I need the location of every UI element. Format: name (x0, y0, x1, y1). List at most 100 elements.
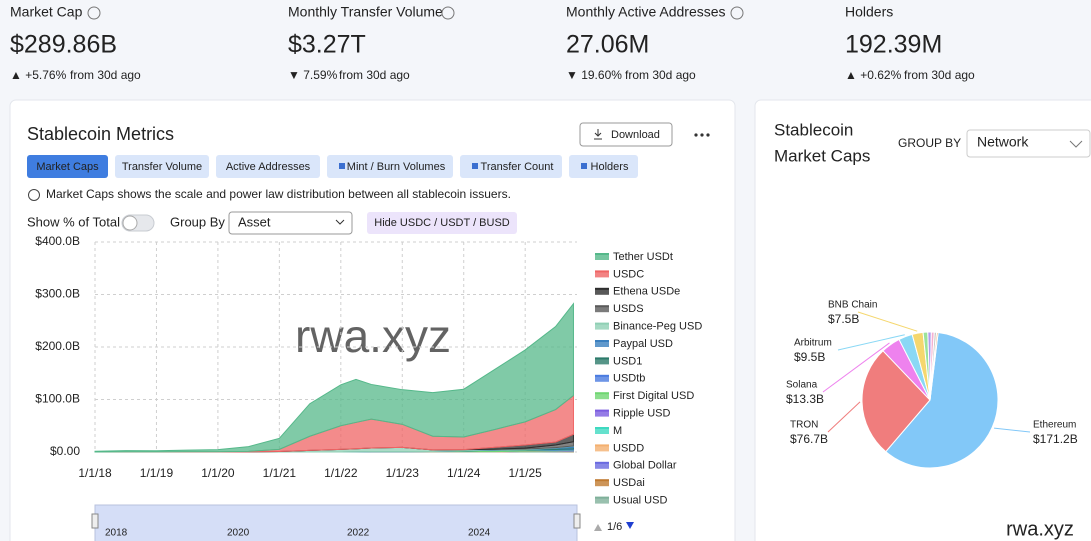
legend-swatch (595, 375, 609, 382)
group-by-value: Asset (238, 214, 271, 229)
chevron (1069, 140, 1083, 148)
pie-slice (861, 350, 931, 453)
tab-label: Market Caps (36, 161, 99, 173)
y-tick-label: $300.0B (35, 287, 80, 301)
chevron (335, 219, 345, 225)
legend-label[interactable]: USD1 (613, 355, 642, 367)
panel-title: Market Caps (774, 146, 870, 165)
more-menu[interactable] (694, 133, 710, 137)
leader-line (994, 427, 1031, 433)
stats: Market Cap $289.86B ▲ +5.76% from 30d ag… (10, 4, 975, 82)
x-tick-label: 1/1/24 (447, 466, 481, 480)
watermark: rwa.xyz (1006, 518, 1074, 540)
legend-label[interactable]: Tether USDt (613, 251, 673, 263)
tab-label: Holders (591, 161, 629, 173)
pie-slice (929, 331, 939, 401)
legend-label[interactable]: M (613, 425, 622, 437)
legend-label[interactable]: Ethena USDe (613, 286, 680, 298)
navigator-label: 2020 (227, 528, 250, 539)
legend-swatch (595, 480, 609, 487)
group-by-select[interactable] (228, 211, 353, 235)
tab-label: Transfer Count (481, 161, 554, 173)
pie-value-label: $13.3B (786, 392, 824, 406)
info-icon (28, 189, 40, 201)
legend-swatch (595, 410, 609, 417)
stat-label: Holders (845, 4, 893, 20)
leader-line (837, 334, 905, 351)
pie-value-label: $171.2B (1033, 432, 1078, 446)
info-text: Market Caps shows the scale and power la… (46, 187, 511, 201)
tab[interactable] (216, 155, 320, 178)
navigator-label: 2024 (468, 528, 491, 539)
x-tick-label: 1/1/18 (78, 466, 112, 480)
pie-label: Ethereum (1033, 420, 1076, 431)
y-tick-label: $0.00 (50, 444, 80, 458)
tabs: Market Caps Transfer Volume Active Address… (27, 155, 638, 178)
stat-value: 27.06M (566, 31, 649, 59)
tab-label: Mint / Burn Volumes (347, 161, 446, 173)
pie-value-label: $7.5B (828, 312, 859, 326)
help-icon[interactable] (87, 6, 101, 20)
tab[interactable] (27, 155, 108, 178)
toggle-label: Show % of Total (27, 214, 120, 229)
stat-label: Monthly Transfer Volume (288, 4, 443, 20)
legend-page: 1/6 (607, 521, 622, 533)
tab-label: Transfer Volume (122, 161, 202, 173)
legend-swatch (595, 393, 609, 400)
download-label: Download (611, 129, 660, 141)
legend-swatch (595, 271, 609, 278)
x-tick-label: 1/1/23 (386, 466, 420, 480)
navigator-handle[interactable] (573, 513, 581, 529)
legend-swatch (595, 445, 609, 452)
legend-label[interactable]: Binance-Peg USD (613, 321, 702, 333)
legend-label[interactable]: Ripple USD (613, 408, 671, 420)
legend-swatch (595, 358, 609, 365)
tab[interactable] (569, 155, 638, 178)
toggle-knob (122, 215, 138, 231)
stat-suffix: from 30d ago (904, 68, 975, 82)
legend-label[interactable]: Paypal USD (613, 338, 673, 350)
stat-value: 192.39M (845, 31, 942, 59)
legend-label[interactable]: USDC (613, 268, 644, 280)
area (94, 302, 574, 453)
legend-label[interactable]: USDai (613, 477, 645, 489)
panel-title: Stablecoin Metrics (27, 124, 174, 144)
legend-swatch (595, 323, 609, 330)
network-select[interactable] (966, 129, 1091, 158)
legend-label[interactable]: First Digital USD (613, 390, 694, 402)
stat-change: ▲ +5.76% (10, 68, 67, 82)
legend-label[interactable]: USDtb (613, 373, 645, 385)
hide-button[interactable] (367, 212, 517, 234)
group-by-label: GROUP BY (898, 136, 961, 150)
legend-next[interactable] (626, 522, 634, 529)
lock-icon (472, 163, 478, 169)
stat-change: ▼ 7.59% (288, 68, 338, 82)
legend-swatch (595, 288, 609, 295)
panel-title: Stablecoin (774, 120, 853, 139)
legend-swatch (595, 462, 609, 469)
stat-value: $3.27T (288, 31, 366, 59)
legend-prev[interactable] (594, 524, 602, 531)
navigator-handle[interactable] (91, 513, 99, 529)
stat-suffix: from 30d ago (625, 68, 696, 82)
pie-value-label: $9.5B (794, 350, 825, 364)
legend-label[interactable]: Global Dollar (613, 460, 677, 472)
tab[interactable] (115, 155, 209, 178)
tab-label: Active Addresses (226, 161, 311, 173)
help-icon[interactable] (441, 6, 455, 20)
y-tick-label: $200.0B (35, 339, 80, 353)
download-icon (594, 129, 602, 140)
tab[interactable] (327, 155, 453, 178)
x-tick-label: 1/1/25 (508, 466, 542, 480)
legend-label[interactable]: USDS (613, 303, 644, 315)
pie-slice (885, 331, 999, 469)
tab[interactable] (460, 155, 562, 178)
stat-change: ▼ 19.60% (566, 68, 622, 82)
legend-swatch (595, 428, 609, 434)
help-icon[interactable] (730, 6, 744, 20)
legend-label[interactable]: Usual USD (613, 495, 667, 507)
legend-label[interactable]: USDD (613, 442, 644, 454)
navigator[interactable] (94, 504, 578, 541)
hide-button-label: Hide USDC / USDT / BUSD (374, 217, 510, 229)
download-button[interactable] (579, 122, 673, 147)
